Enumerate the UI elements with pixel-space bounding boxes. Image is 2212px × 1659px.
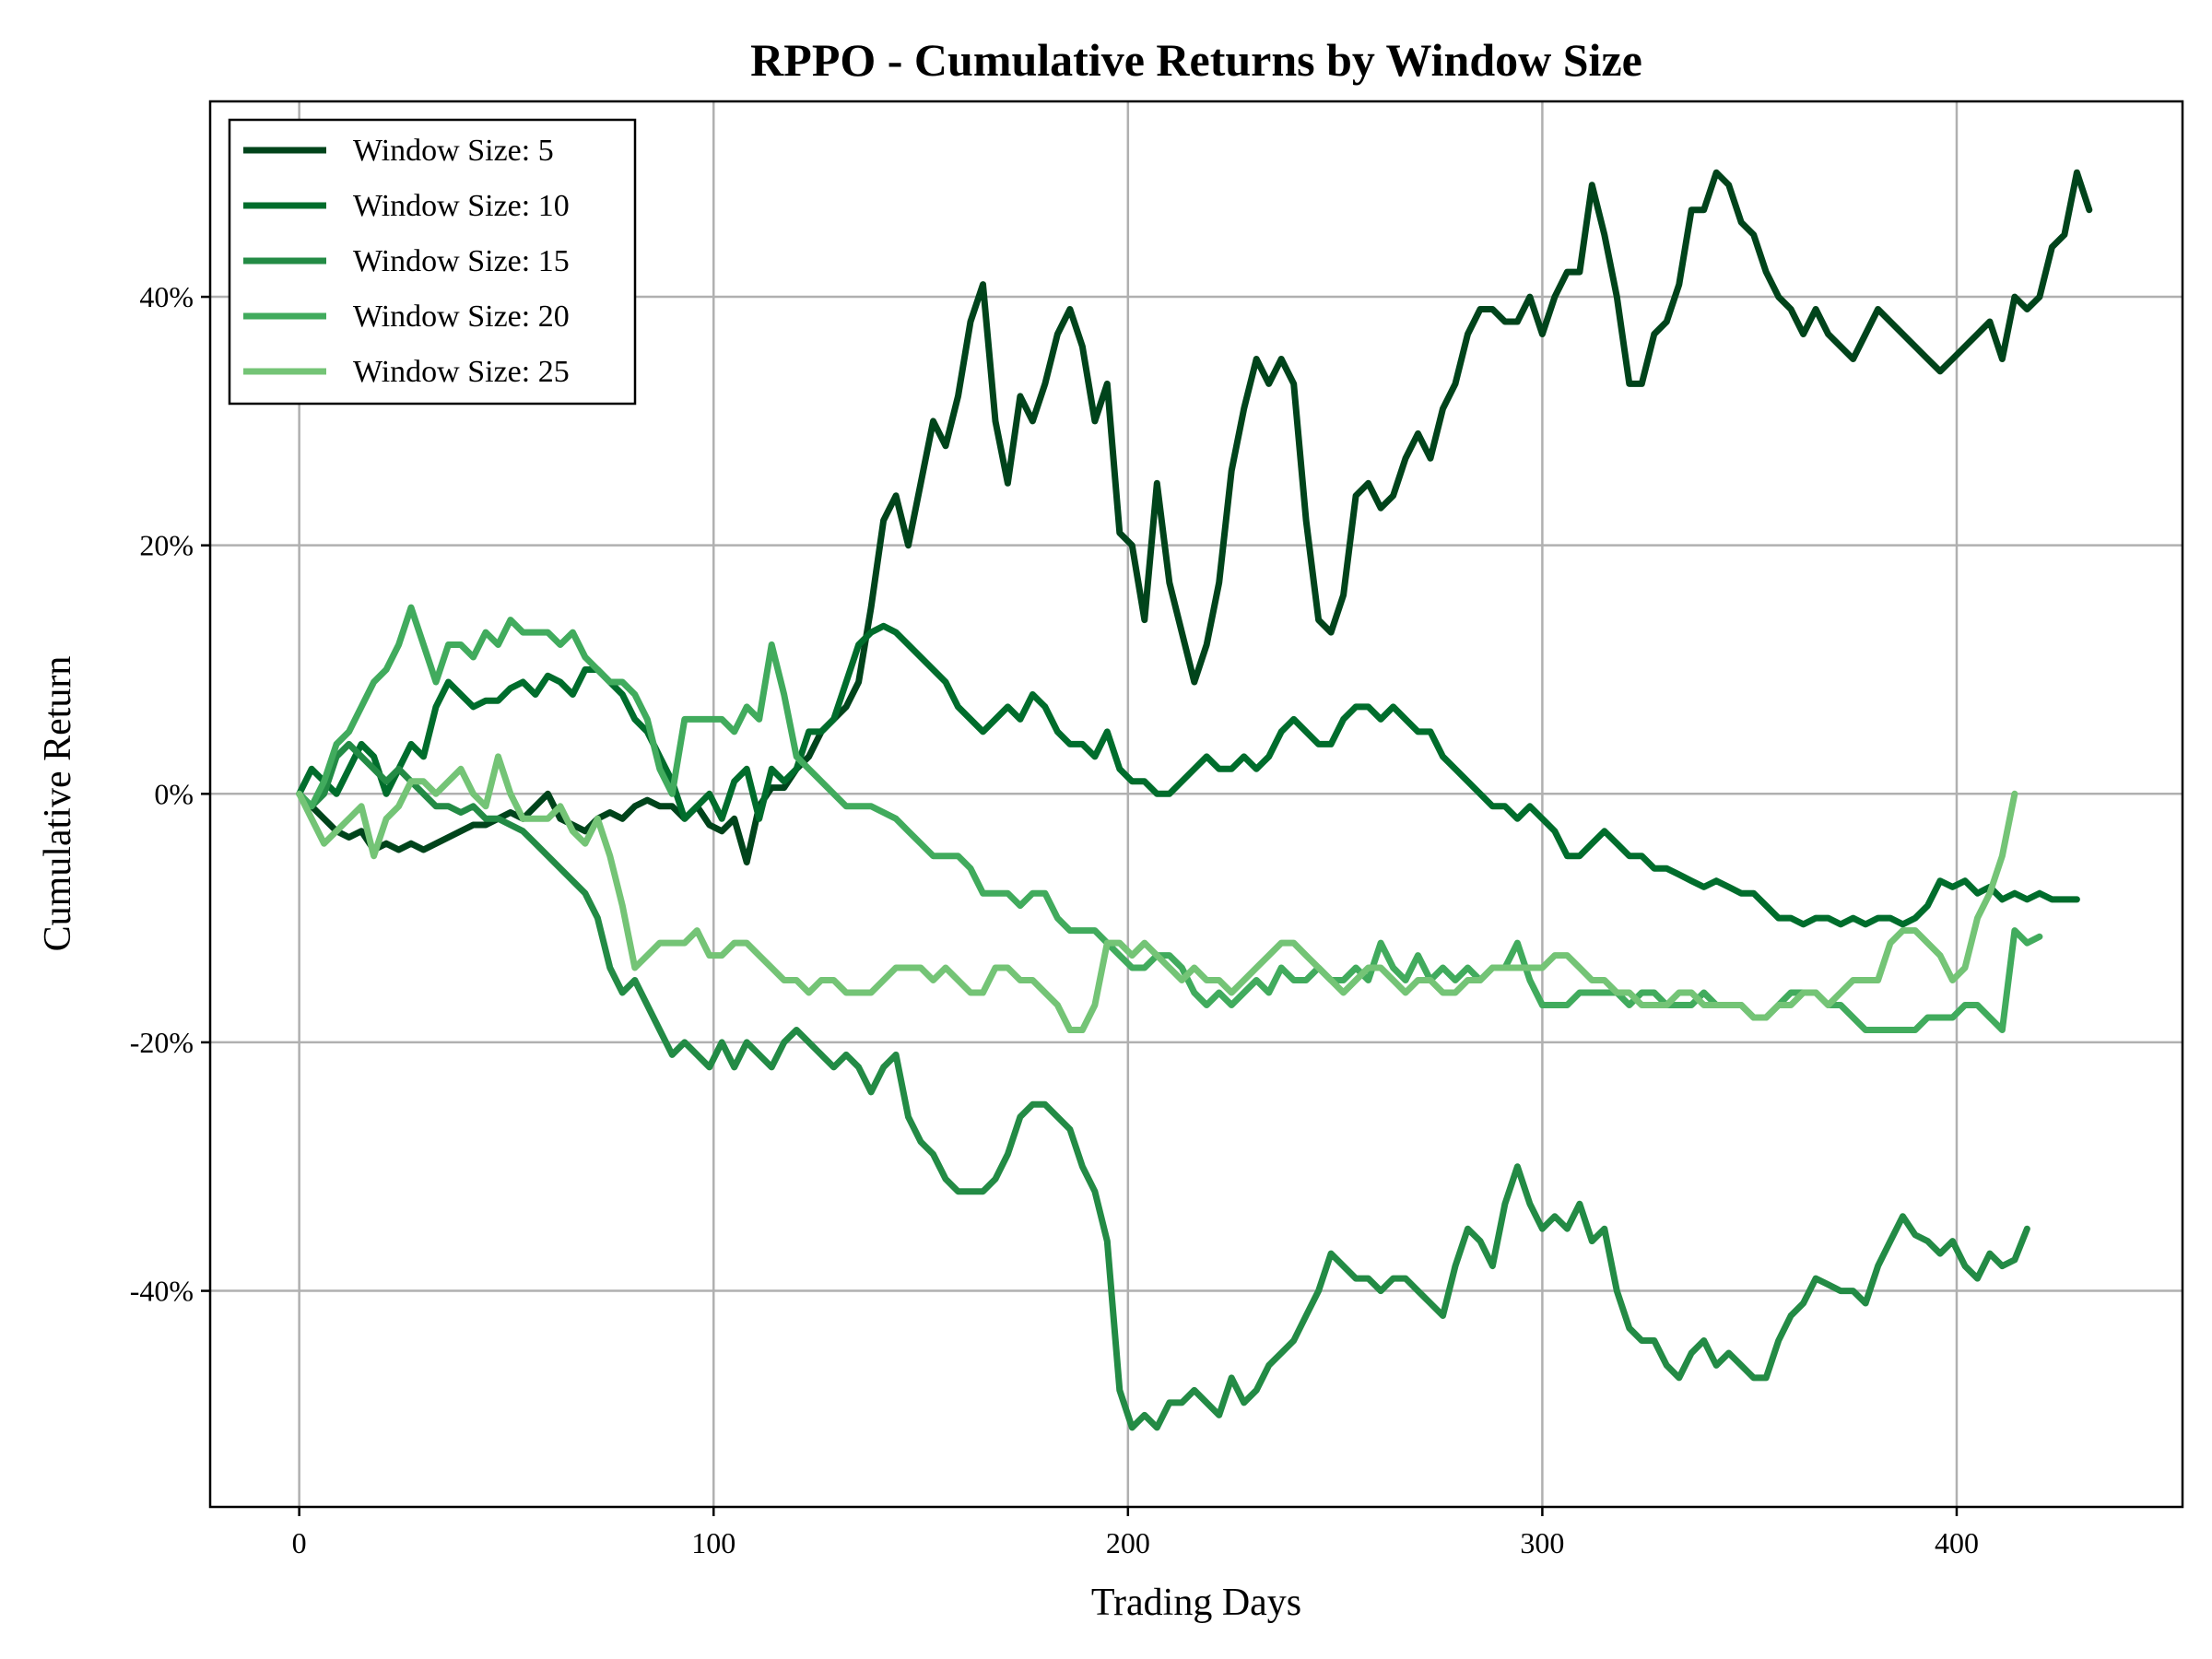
y-tick-label: -20% [130,1026,194,1059]
y-tick-label: 0% [154,777,194,810]
legend-label-2: Window Size: 10 [353,189,570,223]
ticks: 0 100 200 300 400 40% 20% 0% -20% -40% [130,280,1979,1559]
x-tick-label: 300 [1520,1526,1564,1559]
series-line-5 [296,753,2018,1033]
y-tick-label: -40% [130,1275,194,1308]
y-tick-label: 20% [139,529,194,562]
legend: Window Size: 5 Window Size: 10 Window Size… [228,118,637,406]
series-layer [296,169,2093,1431]
y-axis-label: Cumulative Return [37,656,79,952]
x-tick-label: 100 [691,1526,735,1559]
y-tick-label: 40% [139,280,194,313]
x-axis-label: Trading Days [1091,1582,1301,1624]
chart-title: RPPO - Cumulative Returns by Window Size [750,34,1642,86]
legend-label-5: Window Size: 25 [353,355,570,389]
x-tick-label: 400 [1935,1526,1979,1559]
x-tick-label: 0 [292,1526,307,1559]
legend-label-3: Window Size: 15 [353,244,570,278]
legend-label-4: Window Size: 20 [353,300,570,334]
plot-frame [208,100,2184,1509]
x-tick-label: 200 [1106,1526,1150,1559]
legend-label-1: Window Size: 5 [353,134,554,168]
series-line-3 [296,740,2030,1431]
